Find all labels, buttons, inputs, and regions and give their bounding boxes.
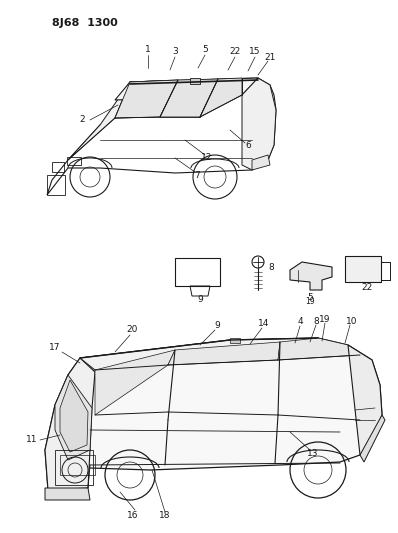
Polygon shape (45, 358, 95, 490)
Text: 20: 20 (126, 326, 138, 335)
Text: 9: 9 (197, 295, 203, 304)
Polygon shape (360, 415, 385, 462)
Text: 17: 17 (49, 343, 61, 352)
Polygon shape (115, 80, 178, 118)
Text: 8J68  1300: 8J68 1300 (52, 18, 118, 28)
Polygon shape (45, 488, 90, 500)
Polygon shape (242, 78, 276, 170)
Text: 7: 7 (194, 171, 200, 180)
Polygon shape (278, 338, 360, 360)
Polygon shape (200, 78, 242, 117)
Text: 15: 15 (249, 46, 261, 55)
Text: 13: 13 (307, 448, 319, 457)
Text: 22: 22 (361, 282, 373, 292)
Polygon shape (252, 155, 270, 170)
Text: 4: 4 (297, 318, 303, 327)
Text: 8: 8 (313, 317, 319, 326)
Text: 18: 18 (159, 512, 171, 521)
Polygon shape (115, 80, 178, 118)
Text: 2: 2 (79, 116, 85, 125)
Text: 5: 5 (202, 45, 208, 54)
Polygon shape (95, 350, 175, 415)
Text: 16: 16 (127, 511, 139, 520)
Bar (230, 338, 240, 343)
Bar (67, 157, 81, 165)
Bar (345, 256, 381, 282)
Polygon shape (168, 342, 280, 365)
Text: 6: 6 (245, 141, 251, 149)
Text: 3: 3 (172, 47, 178, 56)
Bar (190, 78, 200, 84)
Text: 21: 21 (264, 52, 276, 61)
Text: 9: 9 (214, 321, 220, 330)
Text: 1: 1 (145, 45, 151, 54)
Polygon shape (45, 338, 382, 490)
Text: 19: 19 (305, 297, 315, 306)
Text: 19: 19 (319, 314, 331, 324)
Text: 14: 14 (258, 319, 270, 328)
Text: 12: 12 (201, 154, 213, 163)
Polygon shape (68, 82, 130, 160)
Polygon shape (55, 375, 92, 460)
Text: 10: 10 (346, 317, 358, 326)
Text: 22: 22 (229, 46, 241, 55)
Text: 11: 11 (26, 435, 38, 445)
Bar (175, 258, 220, 286)
Polygon shape (348, 345, 382, 455)
Bar (60, 455, 95, 475)
Polygon shape (290, 262, 332, 290)
Polygon shape (115, 78, 258, 100)
Bar (55, 450, 93, 485)
Bar (52, 162, 64, 172)
Polygon shape (80, 338, 318, 370)
Text: 5: 5 (307, 293, 313, 302)
Bar (47, 175, 65, 195)
Polygon shape (160, 79, 218, 117)
Text: 8: 8 (268, 262, 274, 271)
Polygon shape (60, 380, 88, 452)
